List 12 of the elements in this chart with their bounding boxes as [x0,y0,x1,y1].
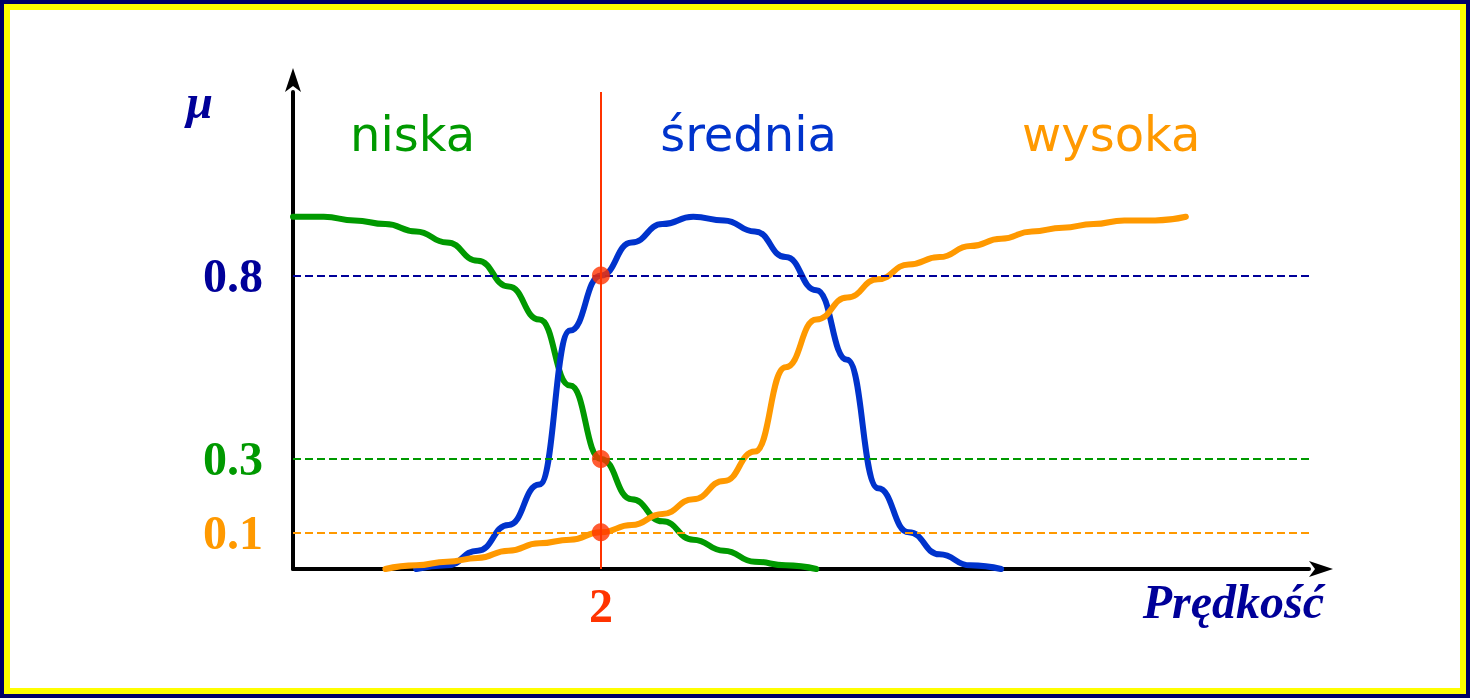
series-label: średnia [660,106,837,162]
series-label: wysoka [1021,106,1201,162]
x-tick-label: 2 [588,578,613,632]
series-label: niska [350,106,476,162]
point [591,449,610,468]
y-tick-label: 0.1 [203,505,263,559]
x-axis-title: Prędkość [1141,574,1326,628]
y-tick-label: 0.8 [203,248,263,302]
point [591,266,610,285]
point [591,523,610,542]
y-tick-label: 0.3 [203,432,263,486]
y-axis-title: μ [183,74,213,128]
